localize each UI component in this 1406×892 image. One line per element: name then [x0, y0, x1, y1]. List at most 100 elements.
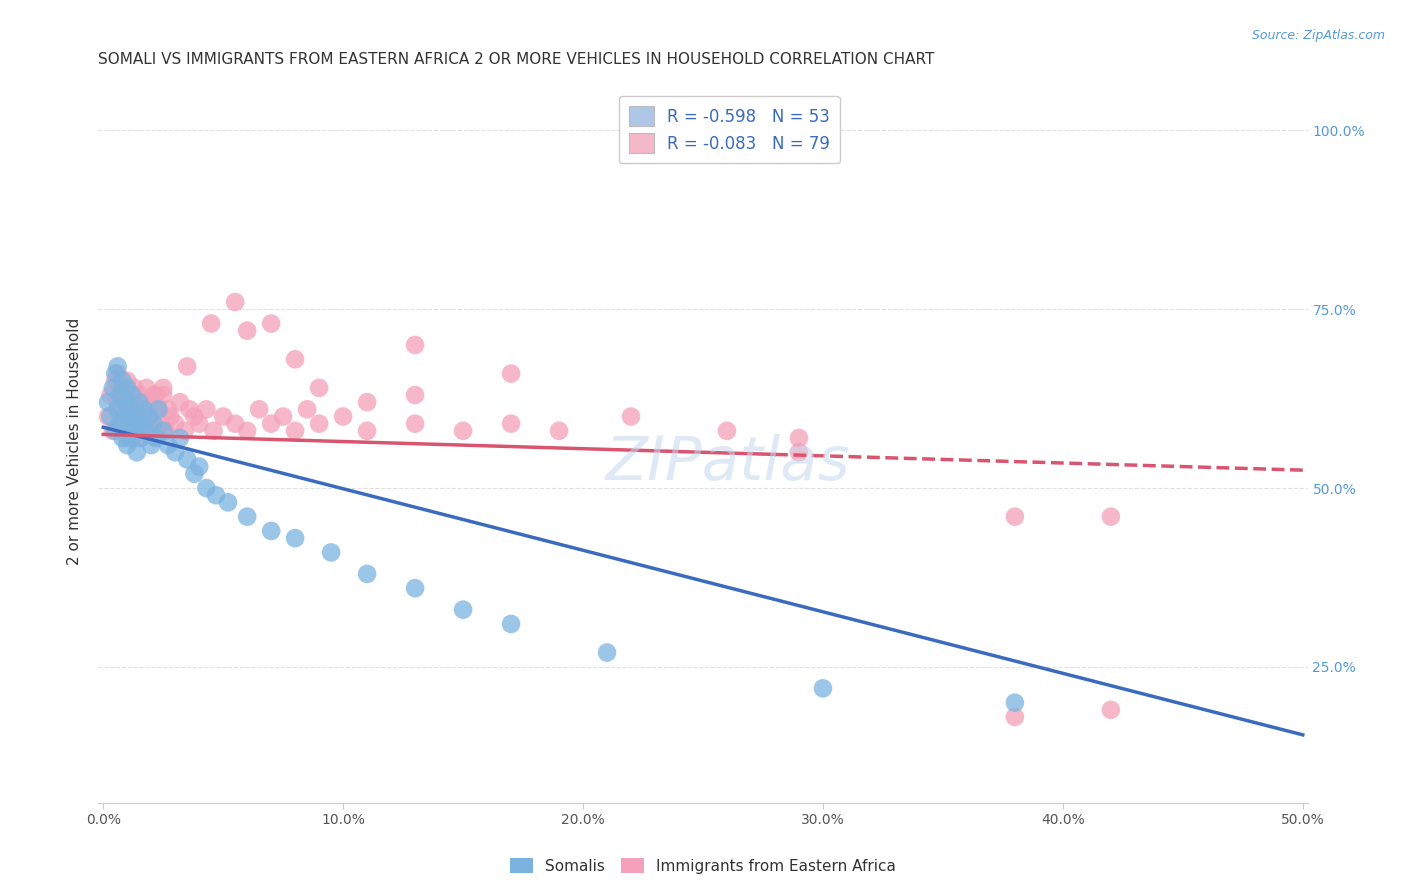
Text: ZIPatlas: ZIPatlas: [605, 434, 849, 492]
Point: [811, 681, 834, 696]
Point: [295, 402, 318, 417]
Point: [118, 402, 141, 417]
Y-axis label: 2 or more Vehicles in Household: 2 or more Vehicles in Household: [67, 318, 83, 566]
Point: [101, 424, 124, 438]
Point: [284, 531, 307, 545]
Point: [165, 445, 187, 459]
Point: [124, 381, 146, 395]
Point: [169, 395, 191, 409]
Point: [125, 445, 148, 459]
Point: [141, 417, 163, 431]
Point: [121, 388, 143, 402]
Point: [124, 409, 146, 424]
Point: [107, 359, 129, 374]
Point: [125, 417, 148, 431]
Point: [135, 381, 157, 395]
Point: [115, 438, 138, 452]
Point: [142, 417, 165, 431]
Point: [247, 402, 270, 417]
Point: [155, 424, 177, 438]
Point: [236, 324, 259, 338]
Point: [100, 388, 122, 402]
Point: [787, 431, 810, 445]
Text: Source: ZipAtlas.com: Source: ZipAtlas.com: [1251, 29, 1385, 43]
Point: [115, 374, 138, 388]
Point: [152, 424, 174, 438]
Point: [260, 317, 283, 331]
Point: [97, 395, 120, 409]
Point: [132, 409, 155, 424]
Point: [183, 409, 205, 424]
Point: [118, 417, 141, 431]
Point: [404, 417, 426, 431]
Point: [121, 395, 143, 409]
Point: [152, 388, 174, 402]
Point: [121, 424, 143, 438]
Point: [104, 367, 127, 381]
Point: [148, 402, 170, 417]
Point: [145, 388, 167, 402]
Point: [787, 445, 810, 459]
Point: [145, 431, 167, 445]
Point: [620, 409, 643, 424]
Point: [165, 417, 187, 431]
Point: [104, 374, 127, 388]
Point: [202, 424, 225, 438]
Point: [1099, 509, 1122, 524]
Point: [404, 338, 426, 352]
Point: [169, 431, 191, 445]
Point: [404, 388, 426, 402]
Legend: R = -0.598   N = 53, R = -0.083   N = 79: R = -0.598 N = 53, R = -0.083 N = 79: [619, 95, 839, 163]
Point: [260, 417, 283, 431]
Point: [104, 424, 127, 438]
Point: [188, 459, 211, 474]
Point: [284, 424, 307, 438]
Point: [135, 395, 157, 409]
Point: [107, 402, 129, 417]
Text: SOMALI VS IMMIGRANTS FROM EASTERN AFRICA 2 OR MORE VEHICLES IN HOUSEHOLD CORRELA: SOMALI VS IMMIGRANTS FROM EASTERN AFRICA…: [98, 52, 935, 67]
Point: [217, 495, 239, 509]
Point: [149, 417, 172, 431]
Point: [284, 352, 307, 367]
Point: [183, 467, 205, 481]
Point: [145, 431, 167, 445]
Point: [236, 424, 259, 438]
Point: [176, 452, 198, 467]
Point: [115, 381, 138, 395]
Point: [356, 424, 378, 438]
Point: [148, 402, 170, 417]
Point: [121, 431, 143, 445]
Point: [321, 545, 343, 559]
Point: [156, 402, 179, 417]
Point: [128, 388, 150, 402]
Point: [138, 402, 160, 417]
Point: [1099, 703, 1122, 717]
Point: [1004, 710, 1026, 724]
Point: [156, 438, 179, 452]
Point: [131, 431, 153, 445]
Point: [124, 424, 146, 438]
Point: [260, 524, 283, 538]
Point: [205, 488, 228, 502]
Point: [135, 424, 157, 438]
Point: [356, 566, 378, 581]
Point: [108, 417, 131, 431]
Point: [188, 417, 211, 431]
Point: [135, 424, 157, 438]
Point: [596, 646, 619, 660]
Point: [138, 409, 160, 424]
Point: [499, 617, 522, 632]
Point: [111, 431, 134, 445]
Point: [114, 409, 136, 424]
Point: [114, 388, 136, 402]
Point: [716, 424, 738, 438]
Legend: Somalis, Immigrants from Eastern Africa: Somalis, Immigrants from Eastern Africa: [505, 852, 901, 880]
Point: [115, 431, 138, 445]
Point: [332, 409, 354, 424]
Point: [195, 481, 218, 495]
Point: [107, 367, 129, 381]
Point: [236, 509, 259, 524]
Point: [176, 359, 198, 374]
Point: [111, 374, 134, 388]
Point: [128, 431, 150, 445]
